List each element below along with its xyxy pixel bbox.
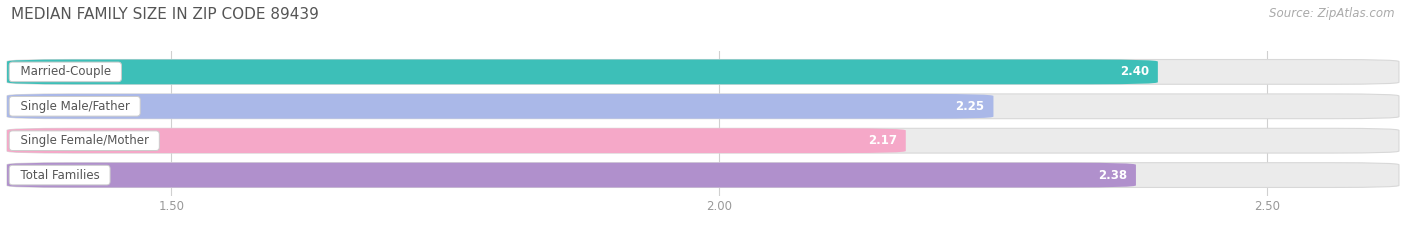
Text: Single Male/Father: Single Male/Father xyxy=(13,100,136,113)
FancyBboxPatch shape xyxy=(7,128,1399,153)
FancyBboxPatch shape xyxy=(7,163,1399,188)
Text: 2.38: 2.38 xyxy=(1098,169,1128,182)
Text: 2.25: 2.25 xyxy=(956,100,984,113)
Text: Single Female/Mother: Single Female/Mother xyxy=(13,134,156,147)
FancyBboxPatch shape xyxy=(7,59,1159,84)
Text: Married-Couple: Married-Couple xyxy=(13,65,118,78)
FancyBboxPatch shape xyxy=(7,163,1136,188)
FancyBboxPatch shape xyxy=(7,94,994,119)
FancyBboxPatch shape xyxy=(7,128,905,153)
FancyBboxPatch shape xyxy=(7,59,1399,84)
Text: 2.40: 2.40 xyxy=(1121,65,1149,78)
Text: 2.17: 2.17 xyxy=(868,134,897,147)
FancyBboxPatch shape xyxy=(7,94,1399,119)
Text: MEDIAN FAMILY SIZE IN ZIP CODE 89439: MEDIAN FAMILY SIZE IN ZIP CODE 89439 xyxy=(11,7,319,22)
Text: Source: ZipAtlas.com: Source: ZipAtlas.com xyxy=(1270,7,1395,20)
Text: Total Families: Total Families xyxy=(13,169,107,182)
